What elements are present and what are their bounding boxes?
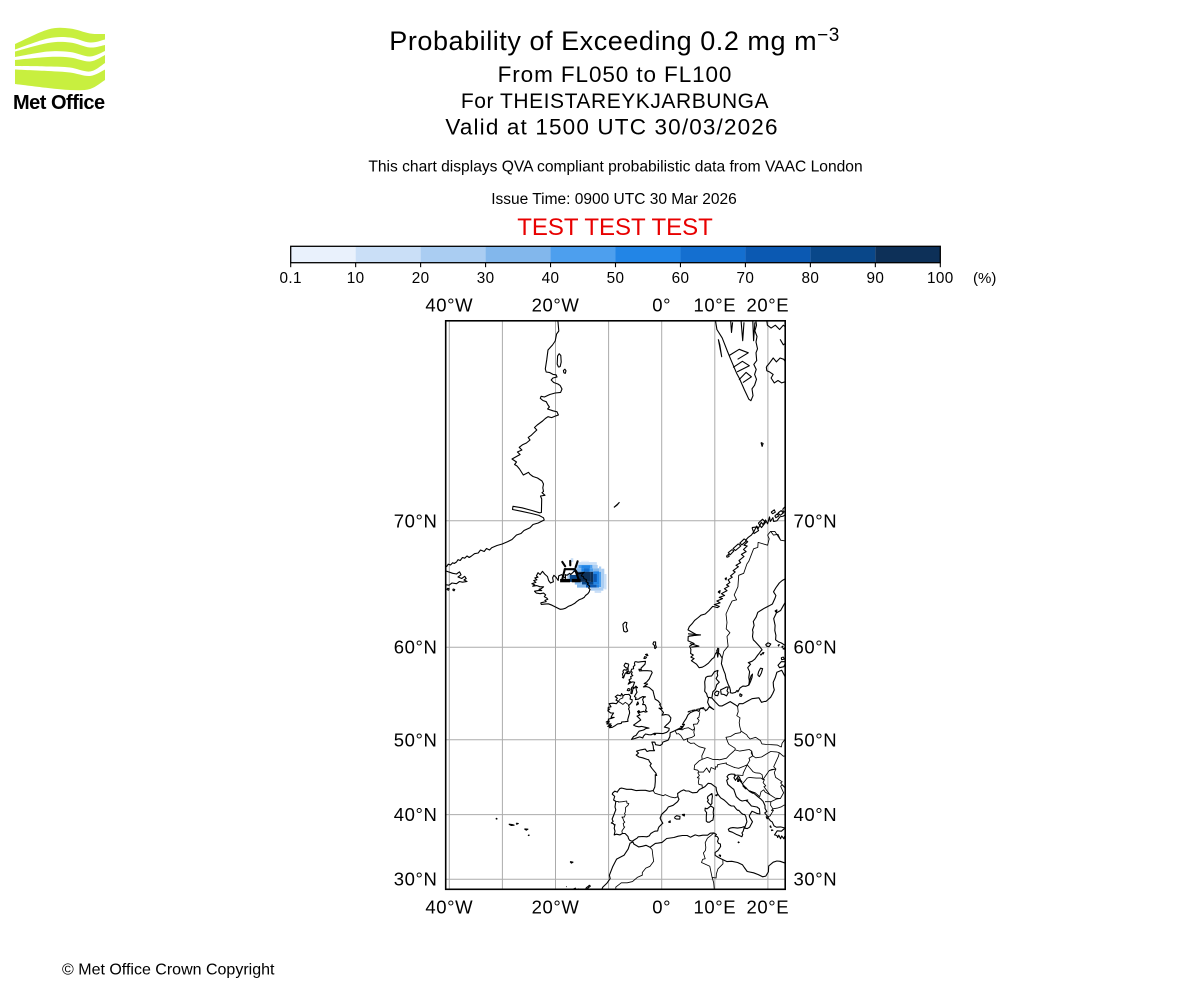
svg-text:(%): (%) xyxy=(973,270,996,287)
svg-text:20°E: 20°E xyxy=(747,897,790,918)
svg-text:70: 70 xyxy=(737,270,755,287)
svg-text:Met Office: Met Office xyxy=(13,92,105,114)
svg-text:From FL050 to FL100: From FL050 to FL100 xyxy=(498,62,733,87)
svg-text:70°N: 70°N xyxy=(794,510,838,531)
svg-text:20°E: 20°E xyxy=(747,295,790,316)
svg-text:20°W: 20°W xyxy=(532,897,580,918)
svg-text:80: 80 xyxy=(802,270,820,287)
svg-text:100: 100 xyxy=(927,270,954,287)
svg-text:70°N: 70°N xyxy=(394,510,438,531)
svg-text:50: 50 xyxy=(607,270,625,287)
svg-text:10°E: 10°E xyxy=(693,897,736,918)
svg-text:50°N: 50°N xyxy=(394,729,438,750)
svg-text:60°N: 60°N xyxy=(394,637,438,658)
svg-text:30°N: 30°N xyxy=(394,869,438,890)
svg-text:Valid at 1500 UTC 30/03/2026: Valid at 1500 UTC 30/03/2026 xyxy=(445,114,778,139)
svg-text:20°W: 20°W xyxy=(532,295,580,316)
svg-text:40: 40 xyxy=(542,270,560,287)
svg-text:© Met Office Crown Copyright: © Met Office Crown Copyright xyxy=(62,962,275,979)
svg-text:40°W: 40°W xyxy=(425,295,473,316)
svg-text:For THEISTAREYKJARBUNGA: For THEISTAREYKJARBUNGA xyxy=(461,90,769,113)
svg-text:40°N: 40°N xyxy=(794,804,838,825)
svg-text:40°W: 40°W xyxy=(425,897,473,918)
svg-text:0.1: 0.1 xyxy=(280,270,302,287)
svg-text:This chart displays QVA compli: This chart displays QVA compliant probab… xyxy=(368,158,862,175)
svg-text:30: 30 xyxy=(477,270,495,287)
svg-text:40°N: 40°N xyxy=(394,804,438,825)
svg-text:90: 90 xyxy=(866,270,884,287)
svg-text:20: 20 xyxy=(412,270,430,287)
svg-text:30°N: 30°N xyxy=(794,869,838,890)
svg-text:60°N: 60°N xyxy=(794,637,838,658)
svg-text:Issue Time: 0900 UTC 30 Mar 20: Issue Time: 0900 UTC 30 Mar 2026 xyxy=(491,191,737,208)
svg-text:10°E: 10°E xyxy=(693,295,736,316)
svg-text:TEST TEST TEST: TEST TEST TEST xyxy=(517,214,713,241)
svg-text:Probability of Exceeding 0.2 m: Probability of Exceeding 0.2 mg m−3 xyxy=(389,25,840,56)
svg-text:60: 60 xyxy=(672,270,690,287)
svg-text:0°: 0° xyxy=(652,295,671,316)
svg-text:0°: 0° xyxy=(652,897,671,918)
svg-text:10: 10 xyxy=(347,270,365,287)
svg-text:50°N: 50°N xyxy=(794,729,838,750)
